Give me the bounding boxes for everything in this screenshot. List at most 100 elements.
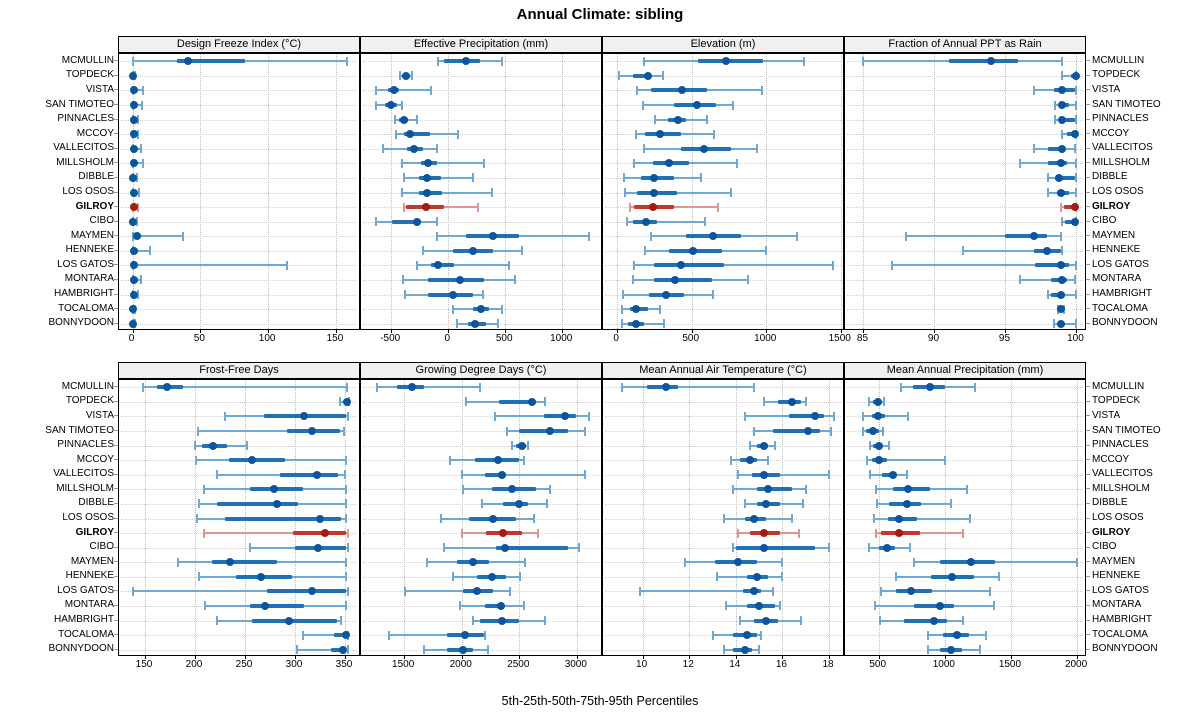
whisker-cap (451, 304, 454, 314)
median-dot (882, 543, 891, 552)
y-axis-tick (114, 249, 118, 251)
median-dot (929, 616, 938, 625)
y-axis-tick (1086, 235, 1090, 237)
station-label: MCCOY (1092, 127, 1130, 139)
station-label: MCCOY (1092, 453, 1130, 465)
whisker-cap (345, 572, 347, 582)
row-grid-line (121, 75, 357, 77)
row-grid-line (847, 221, 1083, 223)
y-axis-tick (1086, 546, 1090, 548)
median-dot (759, 441, 768, 450)
median-dot (248, 456, 256, 465)
whisker-cap (961, 246, 964, 256)
station-label: MCMULLIN (61, 380, 114, 392)
y-axis-tick (1086, 517, 1090, 519)
whisker-cap (494, 411, 497, 421)
median-dot (750, 514, 759, 523)
axis-tick (200, 329, 202, 333)
median-dot (386, 101, 395, 110)
tick-label: 150 (326, 333, 344, 344)
station-label: CIBO (1092, 541, 1117, 553)
whisker-cap (862, 56, 865, 66)
whisker-line (417, 264, 510, 267)
whisker-cap (737, 470, 740, 480)
whisker-line (376, 89, 432, 92)
median-dot (458, 645, 467, 654)
y-axis-tick (1086, 89, 1090, 91)
y-axis-tick (114, 89, 118, 91)
tick-label: 350 (335, 659, 353, 670)
axis-tick (944, 655, 946, 659)
axis-tick (863, 329, 865, 333)
whisker-cap (347, 543, 349, 553)
grid-line (1010, 380, 1012, 655)
y-axis-tick (1086, 206, 1090, 208)
whisker-cap (510, 441, 513, 451)
whisker-line (143, 386, 347, 389)
grid-line (562, 54, 564, 329)
whisker-cap (142, 158, 145, 168)
panel-strip-frost-free-days: Frost-Free Days (118, 362, 360, 379)
tick-label: 0 (613, 333, 619, 344)
median-dot (499, 529, 508, 538)
whisker-cap (1061, 56, 1064, 66)
iqr-bar (948, 59, 1019, 64)
whisker-cap (628, 202, 631, 212)
station-label: VISTA (1092, 409, 1121, 421)
tick-label: 0 (128, 333, 135, 344)
y-axis-tick (114, 488, 118, 490)
median-dot (184, 57, 193, 66)
axis-tick (245, 655, 246, 659)
panel-strip-fraction-of-annual-ppt-as-rain: Fraction of Annual PPT as Rain (844, 36, 1086, 53)
row-grid-line (847, 309, 1083, 311)
y-axis-tick (114, 415, 118, 417)
whisker-cap (1075, 158, 1078, 168)
whisker-cap (198, 499, 200, 509)
whisker-cap (625, 217, 628, 227)
axis-tick (934, 329, 936, 333)
tick-label: 500 (682, 333, 700, 344)
row-grid-line (605, 294, 841, 296)
whisker-cap (479, 382, 482, 392)
tick-label: 1500 (828, 333, 851, 344)
whisker-cap (962, 616, 965, 626)
whisker-cap (394, 129, 397, 139)
row-grid-line (605, 119, 841, 121)
median-dot (926, 383, 935, 392)
whisker-cap (1052, 319, 1055, 329)
station-label: MCMULLIN (1092, 54, 1145, 66)
whisker-cap (875, 484, 878, 494)
whisker-cap (1074, 275, 1077, 285)
station-label: DIBBLE (78, 497, 114, 509)
station-label: BONNYDOON (1092, 643, 1158, 655)
whisker-cap (422, 645, 425, 655)
y-axis-tick (1086, 176, 1090, 178)
whisker-cap (471, 173, 474, 183)
station-label: TOCALOMA (58, 628, 114, 640)
axis-tick (689, 655, 691, 659)
whisker-line (297, 648, 348, 651)
whisker-cap (216, 470, 218, 480)
axis-tick (878, 655, 880, 659)
whisker-cap (436, 144, 439, 154)
tick-label: 95 (998, 333, 1011, 344)
axis-tick (691, 329, 693, 333)
y-axis-tick (114, 386, 118, 388)
y-axis-tick (114, 133, 118, 135)
whisker-cap (347, 645, 349, 655)
panel-effective-precipitation-mm (360, 53, 602, 333)
median-dot (527, 397, 536, 406)
whisker-cap (622, 290, 625, 300)
median-dot (1071, 130, 1080, 139)
whisker-cap (865, 455, 868, 465)
station-label: PINNACLES (1092, 439, 1149, 451)
median-dot (321, 529, 329, 538)
row-grid-line (847, 192, 1083, 194)
station-label: TOPDECK (1092, 69, 1141, 81)
whisker-cap (725, 601, 728, 611)
whisker-cap (425, 557, 428, 567)
tick-label: 100 (1067, 333, 1084, 344)
whisker-cap (471, 616, 474, 626)
median-dot (631, 305, 640, 314)
station-label: VISTA (85, 409, 114, 421)
